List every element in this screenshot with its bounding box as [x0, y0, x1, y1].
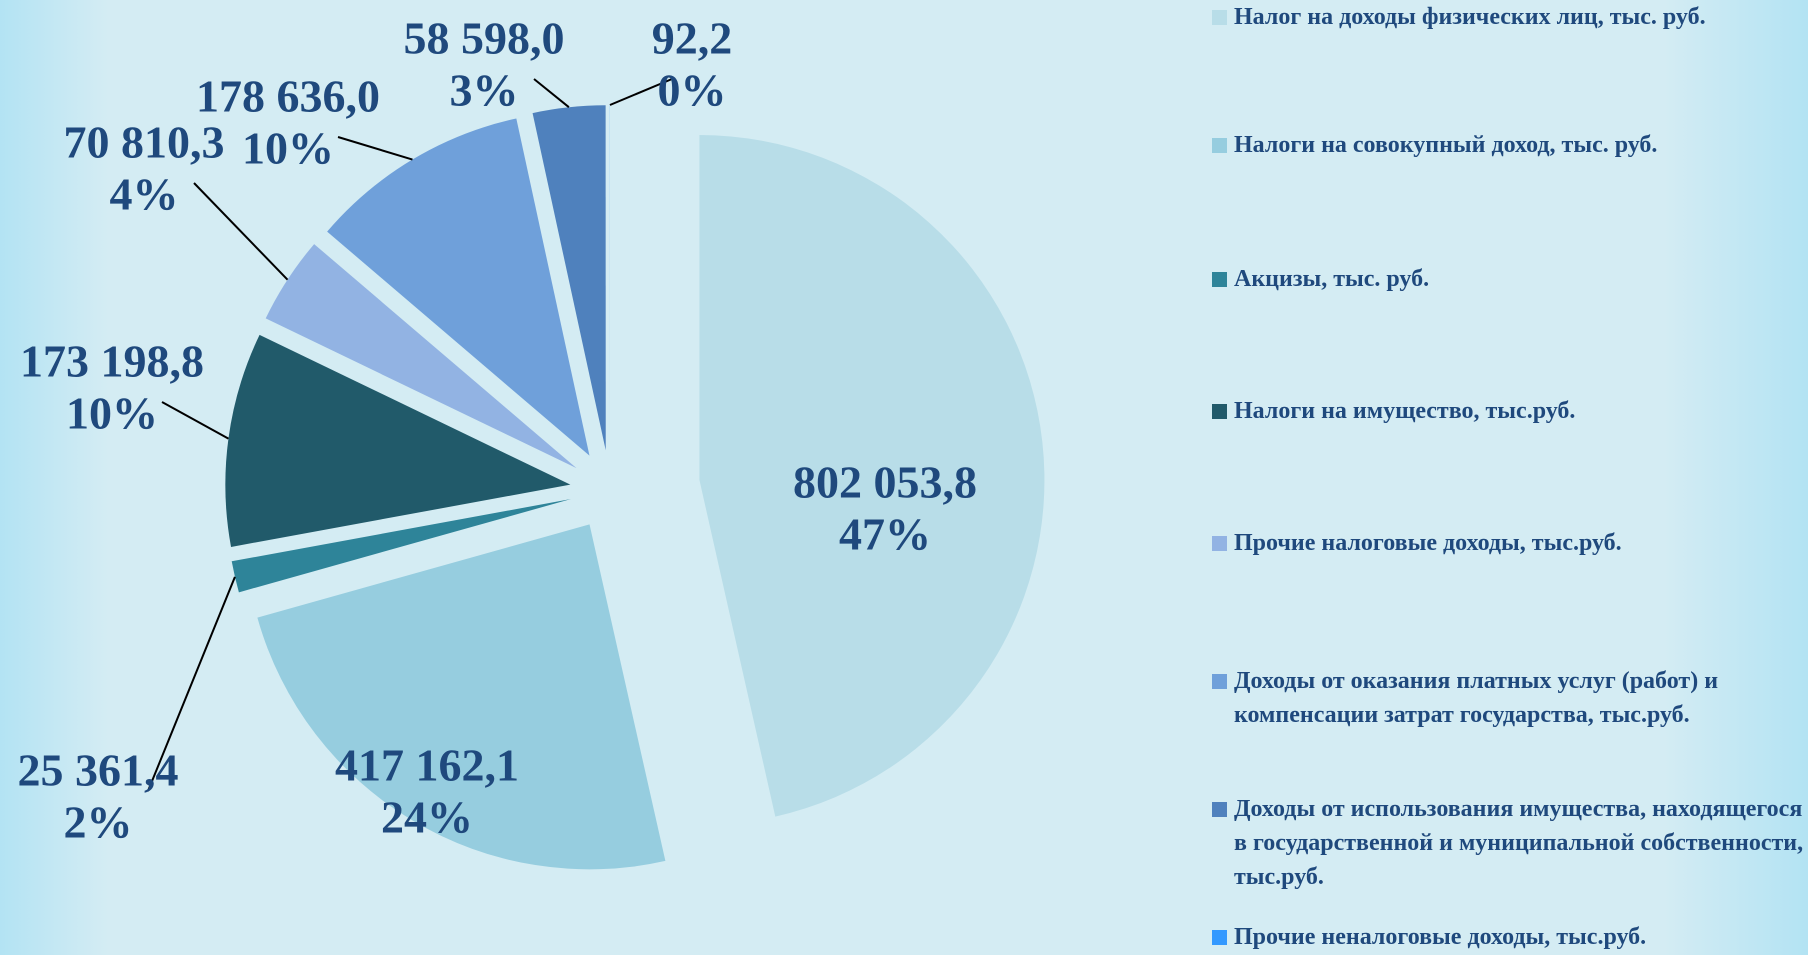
- percent-label: 3%: [450, 65, 519, 116]
- leader-line: [337, 136, 413, 161]
- legend-entry: Налоги на совокупный доход, тыс. руб.: [1212, 128, 1804, 162]
- percent-label: 47%: [839, 509, 931, 560]
- value-label: 802 053,8: [793, 457, 977, 508]
- pie-slice: [532, 105, 606, 451]
- legend-entry: Доходы от использования имущества, наход…: [1212, 792, 1804, 894]
- value-label: 178 636,0: [196, 71, 380, 122]
- leader-line: [193, 182, 289, 281]
- pie-slice: [225, 334, 571, 547]
- pie-slice: [257, 524, 666, 870]
- legend-entry: Прочие налоговые доходы, тыс.руб.: [1212, 526, 1804, 560]
- legend-label: Доходы от использования имущества, наход…: [1234, 796, 1804, 890]
- legend-swatch: [1212, 10, 1227, 25]
- legend-entry: Доходы от оказания платных услуг (работ)…: [1212, 664, 1804, 732]
- legend-label: Налоги на имущество, тыс.руб.: [1234, 398, 1576, 424]
- legend-swatch: [1212, 802, 1227, 817]
- percent-label: 0%: [658, 65, 727, 116]
- legend-label: Налоги на совокупный доход, тыс. руб.: [1234, 132, 1658, 158]
- legend-entry: Налог на доходы физических лиц, тыс. руб…: [1212, 0, 1804, 34]
- percent-label: 4%: [110, 169, 179, 220]
- legend-swatch: [1212, 674, 1227, 689]
- legend-swatch: [1212, 930, 1227, 945]
- pie-slice: [327, 118, 590, 456]
- value-label: 58 598,0: [404, 13, 565, 64]
- pie-slice: [699, 135, 1045, 817]
- leader-line: [609, 78, 673, 106]
- legend-swatch: [1212, 272, 1227, 287]
- leader-line: [533, 78, 570, 108]
- value-label: 173 198,8: [20, 336, 204, 387]
- legend-swatch: [1212, 138, 1227, 153]
- pie-slice: [231, 499, 572, 593]
- pie-slice: [265, 244, 577, 469]
- percent-label: 10%: [242, 123, 334, 174]
- legend-label: Прочие неналоговые доходы, тыс.руб.: [1234, 924, 1647, 950]
- legend-label: Акцизы, тыс. руб.: [1234, 266, 1430, 292]
- leader-line: [161, 401, 229, 440]
- legend-entry: Налоги на имущество, тыс.руб.: [1212, 394, 1804, 428]
- value-label: 92,2: [652, 13, 733, 64]
- value-label: 70 810,3: [64, 117, 225, 168]
- value-label: 25 361,4: [18, 745, 179, 796]
- leader-line: [147, 576, 236, 792]
- legend-label: Прочие налоговые доходы, тыс.руб.: [1234, 530, 1622, 556]
- value-label: 417 162,1: [335, 740, 519, 791]
- percent-label: 10%: [66, 388, 158, 439]
- percent-label: 2%: [64, 797, 133, 848]
- legend-entry: Прочие неналоговые доходы, тыс.руб.: [1212, 920, 1804, 954]
- percent-label: 24%: [381, 792, 473, 843]
- legend-label: Налог на доходы физических лиц, тыс. руб…: [1234, 4, 1706, 30]
- legend-swatch: [1212, 536, 1227, 551]
- legend-entry: Акцизы, тыс. руб.: [1212, 262, 1804, 296]
- legend-swatch: [1212, 404, 1227, 419]
- legend-label: Доходы от оказания платных услуг (работ)…: [1234, 668, 1719, 728]
